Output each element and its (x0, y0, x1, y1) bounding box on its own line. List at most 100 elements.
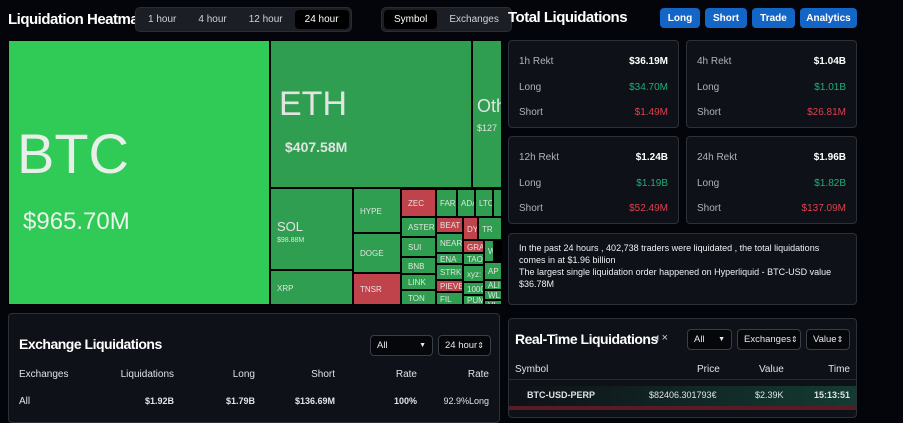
tile-tao[interactable]: TAO (463, 253, 484, 265)
long-label: Long (697, 178, 720, 189)
exchange-filter-select[interactable]: All ▼ (370, 335, 433, 356)
short-value: $137.09M (801, 203, 846, 214)
tile-bnb[interactable]: BNB (401, 257, 436, 274)
range-1h[interactable]: 1 hour (148, 14, 177, 25)
tile-misc[interactable] (493, 189, 502, 217)
tile-vi[interactable]: VI (484, 300, 502, 305)
tile-ali[interactable]: ALI (484, 280, 502, 290)
tile-symbol: FAR (440, 199, 456, 208)
tile-ton[interactable]: TON (401, 290, 436, 305)
short-button[interactable]: Short (705, 8, 747, 28)
tile-dy[interactable]: DY (463, 217, 478, 240)
rekt-label: 4h Rekt (697, 56, 732, 67)
tile-strk[interactable]: STRK (436, 264, 463, 280)
tile-zec[interactable]: ZEC (401, 189, 436, 217)
tile-ada[interactable]: ADA (457, 189, 475, 217)
summary-box: In the past 24 hours , 402,738 traders w… (508, 233, 857, 305)
tile-btc[interactable]: BTC $965.70M (8, 40, 270, 305)
range-24h[interactable]: 24 hour (294, 10, 349, 29)
tile-symbol: FIL (440, 294, 452, 304)
tile-value: $98.88M (277, 237, 305, 244)
exchange-title: Exchange Liquidations (19, 336, 162, 352)
tile-ltc[interactable]: LTC (475, 189, 493, 217)
tile-far[interactable]: FAR (436, 189, 457, 217)
tile-eth[interactable]: ETH $407.58M (270, 40, 472, 188)
realtime-exchanges-select[interactable]: Exchanges ⇕ (737, 329, 801, 350)
realtime-filter-select[interactable]: All ▼ (687, 329, 732, 350)
tile-aster[interactable]: ASTER (401, 217, 436, 237)
range-4h[interactable]: 4 hour (198, 14, 227, 25)
short-label: Short (519, 107, 543, 118)
caret-down-icon: ▼ (718, 336, 725, 343)
tile-hype[interactable]: HYPE (353, 188, 401, 233)
trade-button[interactable]: Trade (752, 8, 795, 28)
tile-ap[interactable]: AP (484, 262, 502, 280)
rekt-total: $1.96B (813, 152, 846, 163)
exchange-range-select[interactable]: 24 hour ⇕ (438, 335, 491, 356)
rekt-card: 24h Rekt $1.96B Long $1.82B Short $137.09M (686, 136, 857, 224)
liquidation-treemap: BTC $965.70M ETH $407.58M Oth $127 SOL $98.88M X… (8, 40, 502, 305)
col-exchanges: Exchanges (19, 369, 69, 380)
caret-down-icon: ▼ (419, 342, 426, 349)
tile-beat[interactable]: BEAT (436, 217, 463, 233)
realtime-value-select[interactable]: Value ⇕ (806, 329, 850, 350)
tile-near[interactable]: NEAR (436, 233, 463, 253)
tile-symbol: xyz: (467, 269, 482, 279)
updown-icon: ⇕ (791, 335, 798, 344)
total-title: Total Liquidations (508, 9, 628, 26)
analytics-button[interactable]: Analytics (800, 8, 857, 28)
tile-symbol: LINK (408, 278, 426, 287)
tile-wl[interactable]: WL (484, 290, 502, 300)
tile-tnsr[interactable]: TNSR (353, 273, 401, 305)
tile-symbol: AP (488, 267, 499, 276)
cell-rate: 100% (393, 396, 417, 406)
col-rate: Rate (395, 369, 417, 380)
tile-sol[interactable]: SOL $98.88M (270, 188, 353, 270)
rekt-card: 4h Rekt $1.04B Long $1.01B Short $26.81M (686, 40, 857, 128)
tile-doge[interactable]: DOGE (353, 233, 401, 273)
short-label: Short (697, 203, 721, 214)
long-button[interactable]: Long (660, 8, 700, 28)
rekt-label: 12h Rekt (519, 152, 560, 163)
cell-price: $82406.301793€ (649, 390, 717, 400)
tile-symbol: ZEC (408, 199, 424, 208)
tile-symbol: BEAT (440, 221, 461, 230)
cell-liquidations: $1.92B (144, 396, 174, 406)
tile-symbol: XRP (277, 283, 294, 293)
rekt-label: 1h Rekt (519, 56, 554, 67)
range-12h[interactable]: 12 hour (248, 14, 283, 25)
tile-pump[interactable]: PUMP (463, 295, 484, 305)
tile-xrp[interactable]: XRP (270, 270, 353, 305)
col-time: Time (828, 364, 850, 375)
tile-symbol: ENA (440, 254, 457, 264)
tile-w[interactable]: W (484, 240, 494, 262)
col-rate-2: Rate (467, 369, 489, 380)
tile-gra[interactable]: GRA (463, 240, 484, 253)
mute-icon[interactable]: 🔈︎× (655, 332, 669, 344)
tile-ena[interactable]: ENA (436, 253, 463, 264)
tile-symbol: ETH (279, 85, 347, 123)
tile-value: $407.58M (285, 139, 348, 155)
exchange-range-value: 24 hour (445, 340, 478, 351)
col-liquidations: Liquidations (120, 369, 174, 380)
view-symbol[interactable]: Symbol (384, 10, 438, 29)
tile-symbol: VI (488, 301, 496, 304)
tile-xyz[interactable]: xyz: (463, 265, 484, 282)
rekt-total: $1.24B (635, 152, 668, 163)
realtime-panel: Real-Time Liquidations 🔈︎× All ▼ Exchange… (508, 318, 857, 418)
rekt-total: $1.04B (813, 56, 846, 67)
tile-pieve[interactable]: PIEVE (436, 280, 463, 292)
long-value: $1.19B (636, 178, 668, 189)
view-exchanges[interactable]: Exchanges (449, 14, 499, 25)
tile-symbol: ALI (488, 281, 501, 290)
table-row[interactable]: BTC-USD-PERP $82406.301793€ $2.39K 15:13… (509, 386, 856, 406)
tile-symbol: TAO (467, 255, 483, 264)
tile-link[interactable]: LINK (401, 274, 436, 290)
tile-tr[interactable]: TR (478, 217, 502, 240)
tile-1000[interactable]: 1000 (463, 282, 484, 295)
rekt-label: 24h Rekt (697, 152, 738, 163)
tile-fil[interactable]: FIL (436, 292, 463, 305)
short-label: Short (519, 203, 543, 214)
tile-sui[interactable]: SUI (401, 237, 436, 257)
tile-oth[interactable]: Oth $127 (472, 40, 502, 188)
